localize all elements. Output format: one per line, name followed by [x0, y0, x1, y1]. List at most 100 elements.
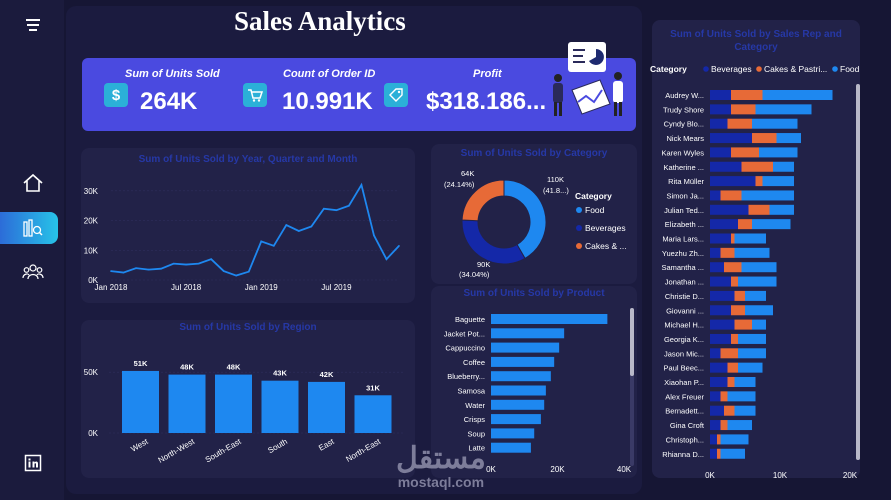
region-x-tick: North-East — [344, 437, 382, 464]
rep-card: Sum of Units Sold by Sales Rep and Categ… — [650, 20, 860, 480]
line-chart[interactable]: 0K 10K 20K 30K Jan 2018 Jul 2018 Jan 2019 Jul 2… — [81, 148, 415, 303]
rep-bar-segment — [710, 405, 724, 416]
rep-bar-segment — [720, 434, 749, 445]
product-card: Sum of Units Sold by Product Baguette Jac… — [431, 286, 637, 478]
rep-bar-segment — [762, 176, 794, 187]
rep-bar-segment — [710, 219, 738, 230]
rep-bar-segment — [710, 233, 731, 244]
linkedin-icon[interactable] — [20, 450, 46, 476]
region-bar — [122, 370, 159, 433]
rep-y-tick: Elizabeth ... — [665, 220, 704, 229]
rep-bar-segment — [731, 90, 763, 100]
line-x-tick: Jan 2019 — [245, 283, 278, 292]
rep-bar-segment — [752, 133, 777, 144]
rep-y-tick: Georgia K... — [664, 335, 704, 344]
region-bar-label: 48K — [227, 363, 241, 372]
rep-stacked-bar-chart[interactable]: Category Beverages Cakes & Pastri... Food Au… — [650, 20, 860, 480]
rep-bar-segment — [710, 348, 721, 359]
region-bar — [168, 374, 206, 433]
line-point — [298, 230, 300, 232]
product-bar-chart[interactable]: Baguette Jacket Pot... Cappuccino Coffee Blu… — [431, 286, 637, 478]
region-bar-label: 51K — [134, 359, 148, 368]
region-bar — [261, 380, 299, 433]
product-y-tick: Samosa — [457, 387, 485, 396]
rep-bar-segment — [773, 161, 794, 172]
line-x-tick: Jul 2018 — [171, 283, 202, 292]
rep-x-tick: 10K — [773, 471, 788, 480]
product-x-tick: 20K — [550, 465, 565, 474]
watermark-arabic: مستقل — [396, 442, 486, 475]
product-bar — [491, 328, 565, 339]
donut-label-value: 90K — [477, 260, 490, 269]
donut-label-value: 110K — [547, 175, 564, 184]
rep-legend-item: Food — [840, 64, 860, 74]
product-y-tick: Baguette — [455, 315, 485, 324]
rep-bar-segment — [727, 377, 735, 387]
rep-y-tick: Simon Ja... — [666, 191, 704, 200]
rep-bar-segment — [752, 319, 766, 330]
rep-bar-segment — [727, 362, 738, 373]
region-x-tick: South-East — [204, 437, 243, 465]
rep-bar-segment — [762, 90, 833, 100]
line-series — [110, 182, 400, 277]
product-bar — [491, 356, 555, 367]
rep-y-tick: Jonathan ... — [665, 278, 704, 287]
rep-bar-segment — [710, 176, 756, 187]
line-x-tick: Jul 2019 — [321, 283, 352, 292]
line-x-tick: Jan 2018 — [95, 283, 128, 292]
category-donut[interactable]: 64K (24.14%) 110K (41.8...) 90K(34.04%) Categ… — [431, 144, 637, 284]
rep-bar-segment — [727, 118, 752, 129]
rep-bar-segment — [752, 219, 791, 230]
line-point — [210, 258, 212, 260]
region-bar-chart[interactable]: 0K 50K 51K West 48K North-West 48K South-East 43… — [81, 320, 415, 478]
rep-legend-item: Cakes & Pastri... — [764, 64, 827, 74]
line-point — [285, 224, 288, 226]
product-x-tick: 40K — [617, 465, 632, 474]
region-x-tick: North-West — [157, 437, 197, 465]
product-bar — [491, 385, 546, 396]
donut-label-pct: (24.14%) — [444, 180, 475, 189]
rep-y-tick: Giovanni ... — [666, 306, 704, 315]
rep-bar-segment — [741, 262, 777, 273]
rep-bar-segment — [710, 204, 749, 215]
rep-bar-segment — [710, 161, 742, 172]
product-y-tick: Water — [465, 401, 485, 410]
product-bar — [491, 399, 545, 410]
line-point — [197, 262, 200, 265]
rep-bar-segment — [710, 247, 721, 258]
line-y-tick: 0K — [88, 276, 98, 285]
rep-x-tick: 0K — [705, 471, 715, 480]
report-icon[interactable] — [20, 215, 46, 241]
rep-bar-segment — [741, 190, 794, 201]
region-bar — [354, 395, 392, 433]
users-icon[interactable] — [20, 259, 46, 285]
rep-y-tick: Yuezhu Zh... — [662, 249, 704, 258]
donut-legend-title: Category — [575, 191, 612, 201]
home-icon[interactable] — [20, 170, 46, 196]
page-title: Sales Analytics — [234, 6, 406, 36]
product-title: Sum of Units Sold by Product — [463, 288, 605, 299]
line-point — [135, 267, 137, 269]
region-y-tick: 50K — [84, 368, 99, 377]
line-point — [235, 274, 238, 277]
rep-y-tick: Christie D... — [665, 292, 704, 301]
menu-icon[interactable] — [20, 12, 46, 38]
rep-bar-segment — [734, 290, 745, 301]
kpi-units-label: Sum of Units Sold — [125, 68, 220, 80]
rep-bar-segment — [717, 434, 721, 445]
region-x-tick: East — [317, 437, 336, 453]
rep-bar-segment — [748, 204, 770, 215]
rep-bar-segment — [731, 233, 735, 244]
watermark-latin: mostaql.com — [397, 474, 485, 490]
rep-bar-segment — [710, 319, 735, 330]
rep-legend-marker — [832, 66, 838, 72]
rep-bar-segment — [710, 290, 735, 301]
rep-bar-segment — [710, 362, 728, 373]
region-x-tick: West — [129, 437, 150, 454]
line-point — [222, 270, 225, 272]
rep-y-tick: Paul Beec... — [664, 364, 704, 373]
line-point — [335, 209, 338, 211]
rep-bar-segment — [755, 176, 763, 187]
rep-bar-segment — [724, 262, 742, 273]
rep-bar-segment — [755, 104, 812, 115]
